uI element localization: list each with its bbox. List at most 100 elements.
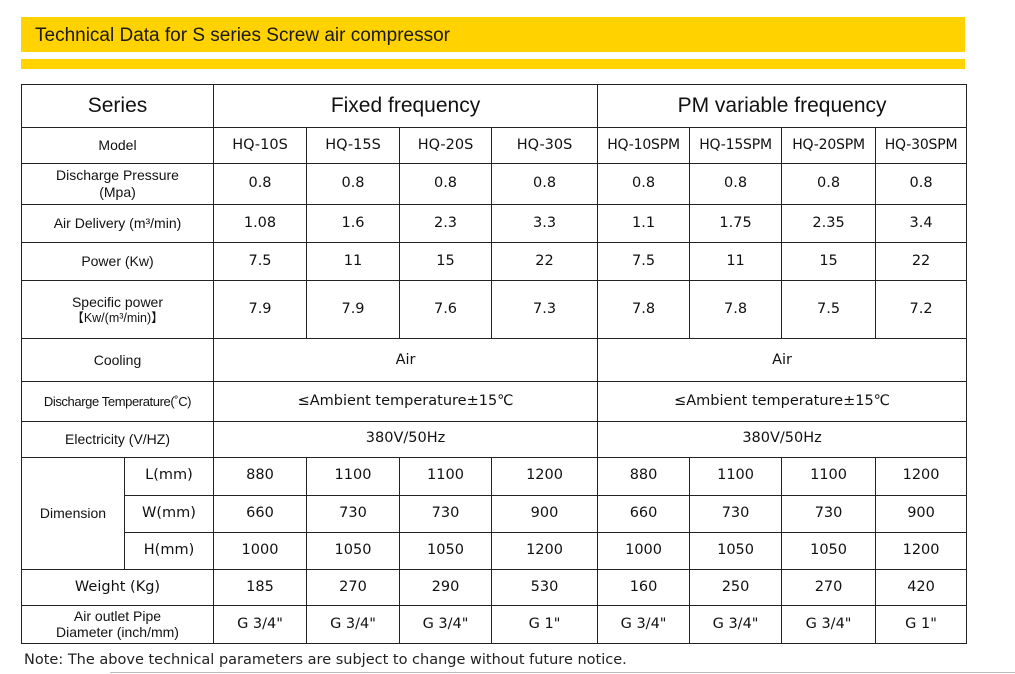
width-cell: 660	[213, 494, 307, 533]
weight-cell: 185	[213, 568, 307, 606]
model-cell: HQ-10S	[213, 127, 307, 165]
row-label-electricity: Electricity (V/HZ)	[21, 420, 214, 458]
specific-power-cell: 7.5	[781, 280, 877, 340]
weight-cell: 160	[597, 568, 691, 606]
weight-cell: 250	[689, 568, 783, 606]
footnote: Note: The above technical parameters are…	[24, 652, 627, 668]
model-cell: HQ-20SPM	[781, 127, 877, 165]
height-cell: 1200	[490, 531, 599, 570]
cooling-pm-cell: Air	[597, 338, 968, 383]
width-cell: 660	[597, 494, 691, 533]
power-cell: 15	[399, 242, 492, 282]
row-label-cooling: Cooling	[21, 338, 214, 383]
power-cell: 15	[781, 242, 877, 282]
dimension-width-row: W(mm) 660 730 730 900 660 730 730 900	[22, 494, 968, 533]
row-label-temperature: Discharge Temperature(˚C)	[21, 381, 214, 422]
series-header: Series	[21, 83, 214, 129]
power-cell: 11	[689, 242, 783, 282]
width-cell: 900	[490, 494, 599, 533]
dimension-length-label: L(mm)	[124, 456, 214, 496]
height-cell: 1200	[875, 531, 968, 570]
specific-power-cell: 7.9	[306, 280, 400, 340]
height-cell: 1000	[597, 531, 691, 570]
weight-cell: 270	[306, 568, 400, 606]
fixed-frequency-header: Fixed frequency	[212, 83, 599, 129]
accent-divider	[21, 59, 965, 69]
outlet-label-line1: Air outlet Pipe	[73, 607, 162, 624]
length-cell: 1200	[490, 456, 599, 496]
width-cell: 730	[781, 494, 877, 533]
air-delivery-cell: 1.08	[213, 204, 307, 244]
title-banner: Technical Data for S series Screw air co…	[21, 17, 965, 52]
specific-power-cell: 7.6	[399, 280, 492, 340]
power-cell: 11	[306, 242, 400, 282]
specific-power-cell: 7.2	[875, 280, 968, 340]
power-row: Power (Kw) 7.5 11 15 22 7.5 11 15 22	[21, 242, 968, 282]
air-delivery-row: Air Delivery (m³/min) 1.08 1.6 2.3 3.3 1…	[21, 204, 968, 244]
pressure-cell: 0.8	[490, 163, 599, 206]
outlet-cell: G 1"	[490, 604, 599, 645]
height-cell: 1050	[306, 531, 400, 570]
specific-power-label-line2: 【Kw/(m³/min)】	[71, 310, 164, 325]
outlet-cell: G 3/4"	[213, 604, 307, 645]
dimension-height-label: H(mm)	[124, 531, 214, 570]
pressure-label-line1: Discharge Pressure	[56, 167, 179, 184]
outlet-cell: G 3/4"	[689, 604, 783, 645]
row-label-model: Model	[21, 127, 214, 165]
row-label-pressure: Discharge Pressure (Mpa)	[21, 163, 214, 206]
weight-cell: 290	[399, 568, 492, 606]
width-cell: 730	[399, 494, 492, 533]
outlet-row: Air outlet Pipe Diameter (inch/mm) G 3/4…	[21, 604, 968, 645]
electricity-fixed-cell: 380V/50Hz	[212, 420, 599, 458]
length-cell: 1200	[875, 456, 968, 496]
specific-power-cell: 7.8	[597, 280, 691, 340]
pressure-cell: 0.8	[781, 163, 877, 206]
specific-power-row: Specific power 【Kw/(m³/min)】 7.9 7.9 7.6…	[21, 280, 968, 340]
width-cell: 730	[306, 494, 400, 533]
model-cell: HQ-15S	[306, 127, 400, 165]
power-cell: 22	[490, 242, 599, 282]
width-cell: 900	[875, 494, 968, 533]
bottom-divider	[110, 672, 1015, 673]
row-label-specific-power: Specific power 【Kw/(m³/min)】	[21, 280, 214, 340]
pressure-cell: 0.8	[213, 163, 307, 206]
height-cell: 1050	[399, 531, 492, 570]
weight-row: Weight (Kg) 185 270 290 530 160 250 270 …	[21, 568, 968, 606]
model-row: Model HQ-10S HQ-15S HQ-20S HQ-30S HQ-10S…	[21, 127, 968, 165]
model-cell: HQ-10SPM	[597, 127, 691, 165]
row-label-power: Power (Kw)	[21, 242, 214, 282]
pressure-cell: 0.8	[306, 163, 400, 206]
power-cell: 22	[875, 242, 968, 282]
pressure-cell: 0.8	[875, 163, 968, 206]
outlet-cell: G 3/4"	[399, 604, 492, 645]
model-cell: HQ-20S	[399, 127, 492, 165]
row-label-air-delivery: Air Delivery (m³/min)	[21, 204, 214, 244]
outlet-cell: G 3/4"	[781, 604, 877, 645]
temperature-row: Discharge Temperature(˚C) ≤Ambient tempe…	[21, 381, 968, 422]
length-cell: 1100	[306, 456, 400, 496]
specific-power-cell: 7.8	[689, 280, 783, 340]
row-label-weight: Weight (Kg)	[21, 568, 214, 606]
air-delivery-cell: 2.3	[399, 204, 492, 244]
temperature-pm-cell: ≤Ambient temperature±15℃	[597, 381, 968, 422]
outlet-cell: G 3/4"	[306, 604, 400, 645]
model-cell: HQ-30SPM	[875, 127, 968, 165]
length-cell: 880	[597, 456, 691, 496]
air-delivery-cell: 3.3	[490, 204, 599, 244]
cooling-row: Cooling Air Air	[21, 338, 968, 383]
dimension-length-row: Dimension L(mm) 880 1100 1100 1200 880 1…	[21, 456, 968, 570]
air-delivery-cell: 3.4	[875, 204, 968, 244]
air-delivery-cell: 2.35	[781, 204, 877, 244]
height-cell: 1050	[689, 531, 783, 570]
pressure-cell: 0.8	[399, 163, 492, 206]
page-title: Technical Data for S series Screw air co…	[35, 25, 450, 46]
electricity-pm-cell: 380V/50Hz	[597, 420, 968, 458]
row-label-dimension: Dimension	[21, 456, 125, 570]
pressure-cell: 0.8	[689, 163, 783, 206]
height-cell: 1000	[213, 531, 307, 570]
cooling-fixed-cell: Air	[212, 338, 599, 383]
width-cell: 730	[689, 494, 783, 533]
outlet-cell: G 1"	[875, 604, 968, 645]
air-delivery-cell: 1.1	[597, 204, 691, 244]
specific-power-cell: 7.9	[213, 280, 307, 340]
